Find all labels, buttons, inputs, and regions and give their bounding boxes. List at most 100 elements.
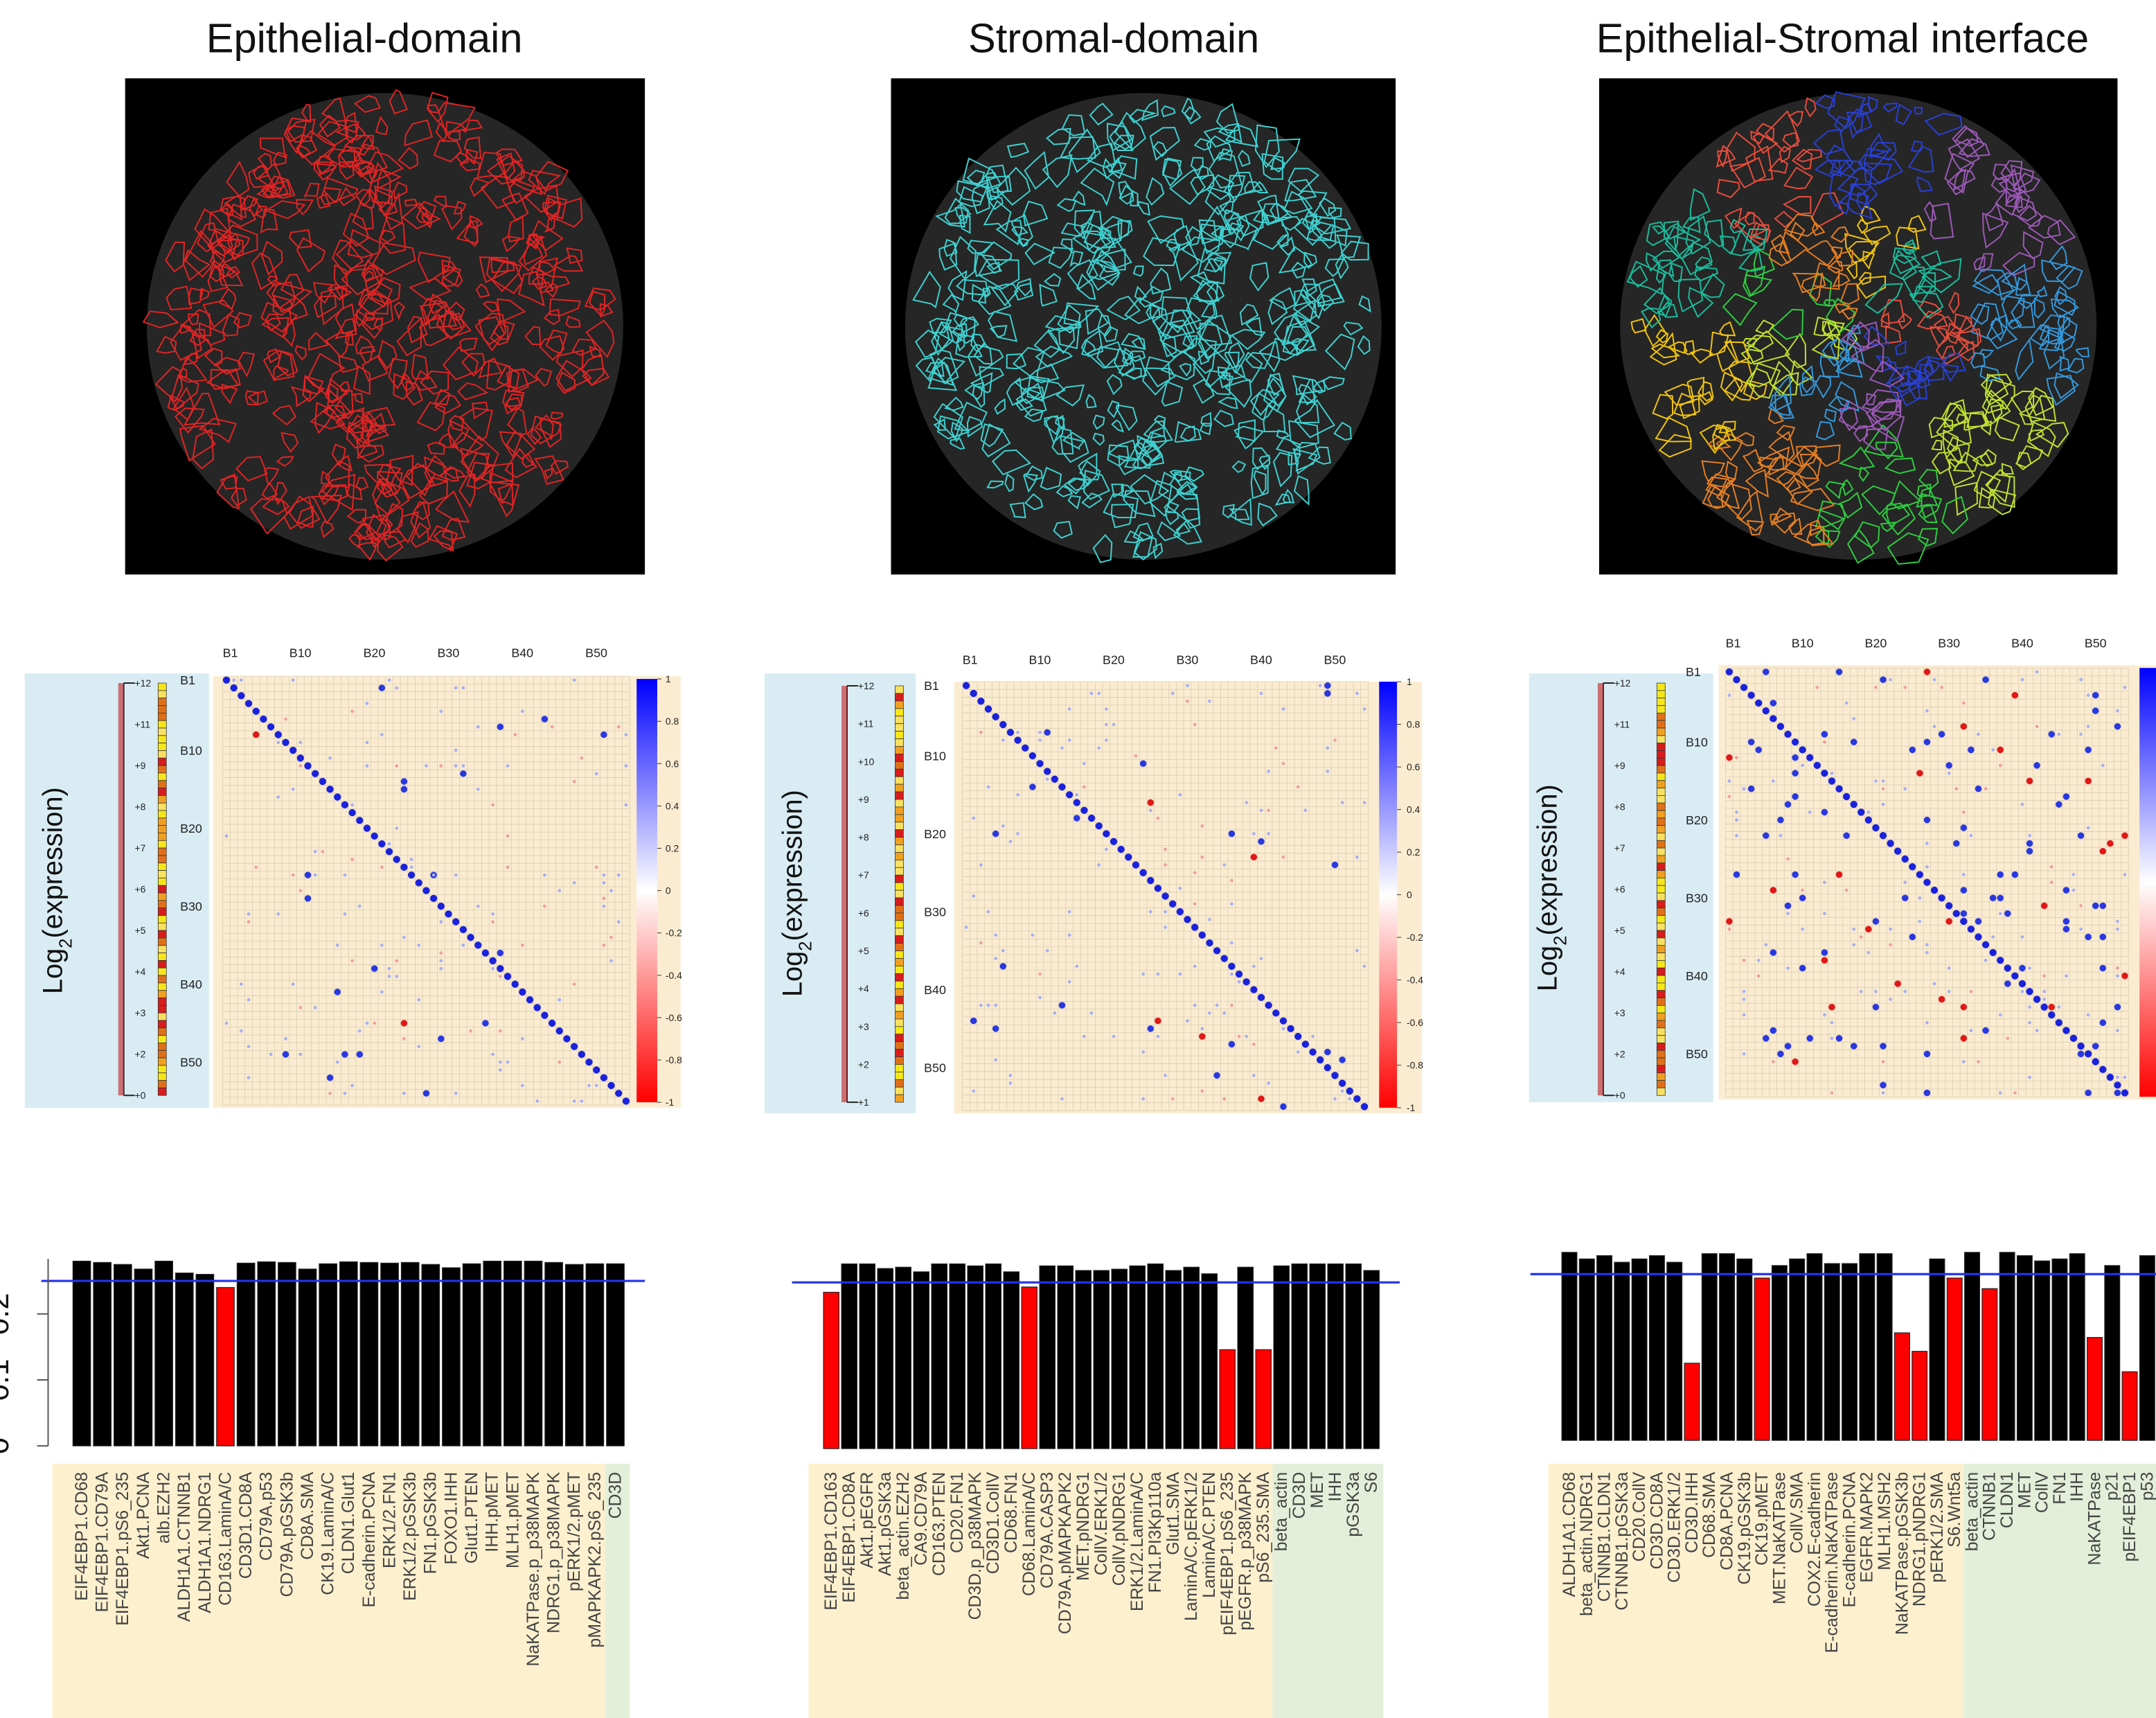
bar-label: CD3D.ERK1/2 [1666, 1472, 1684, 1583]
correlation-cell [344, 912, 347, 916]
correlation-cell [617, 874, 621, 877]
diagonal-cell [1982, 941, 1989, 948]
correlation-cell [460, 770, 467, 777]
correlation-cell [558, 889, 561, 892]
correlation-cell [491, 1053, 495, 1056]
correlation-cell [1326, 746, 1329, 750]
correlation-cell [1222, 1097, 1226, 1101]
y-tick-label: 0 [0, 1437, 15, 1454]
expression-cell [158, 811, 166, 818]
row-label: B50 [924, 1061, 946, 1074]
correlation-cell [1815, 686, 1819, 689]
row-label: B40 [180, 977, 202, 991]
expression-cell [895, 1019, 903, 1027]
bar-label: Akt1.PCNA [134, 1471, 153, 1559]
scale-gradient [118, 683, 124, 1095]
correlation-cell [1727, 795, 1731, 799]
diagonal-cell [1975, 933, 1981, 940]
diagonal-cell [1309, 1049, 1316, 1056]
correlation-cell [1029, 783, 1036, 790]
correlation-cell [292, 874, 295, 877]
bar [1364, 1270, 1379, 1449]
expression-cell [158, 683, 166, 691]
bar [1824, 1264, 1839, 1440]
diagonal-cell [1036, 760, 1043, 767]
correlation-cell [1880, 1043, 1887, 1050]
expression-cell [895, 936, 903, 944]
correlation-cell [395, 826, 398, 830]
expression-cell [1657, 818, 1665, 826]
diagonal-cell [985, 705, 992, 712]
correlation-cell [410, 865, 413, 869]
bar [175, 1273, 193, 1446]
scale-label: +11 [858, 718, 874, 729]
correlation-cell [1260, 957, 1263, 960]
expression-cell [895, 724, 903, 732]
correlation-cell [1245, 1035, 1248, 1038]
diagonal-cell [970, 690, 977, 697]
correlation-cell [1326, 770, 1329, 773]
correlation-cell [1215, 1004, 1219, 1007]
correlation-cell [2026, 778, 2033, 785]
correlation-cell [1961, 887, 1968, 894]
diagonal-cell [334, 793, 341, 800]
correlation-cell [439, 959, 443, 963]
bar [932, 1264, 947, 1449]
correlation-cell [625, 764, 628, 768]
correlation-cell [1925, 951, 1929, 955]
correlation-cell [1874, 779, 1878, 783]
correlation-cell [1282, 1027, 1285, 1031]
correlation-cell [1009, 1074, 1013, 1077]
correlation-cell [979, 863, 983, 867]
bar-label: CD68.FN1 [1002, 1472, 1021, 1553]
scale-label: +3 [135, 1007, 146, 1018]
correlation-cell [1882, 779, 1885, 783]
col-label: B20 [1865, 636, 1887, 650]
expression-cell [895, 981, 903, 989]
expression-cell [1657, 743, 1665, 751]
correlation-cell [1991, 935, 1995, 939]
diagonal-cell [223, 677, 230, 684]
diagonal-cell [1287, 1025, 1294, 1032]
correlation-cell [454, 764, 458, 768]
correlation-cell [395, 959, 398, 963]
col-label: B50 [585, 646, 607, 659]
correlation-cell [1155, 1018, 1161, 1025]
correlation-cell [491, 912, 495, 916]
correlation-cell [1821, 731, 1828, 738]
diagonal-cell [1169, 901, 1176, 907]
label-base: Log [37, 948, 68, 994]
expression-cell [158, 840, 166, 848]
bar-label: FOXO1.IHH [442, 1472, 461, 1565]
correlation-cell [1068, 707, 1071, 711]
bar-label: pEGFR.p_p38MAPK [1236, 1471, 1255, 1630]
correlation-cell [1282, 707, 1285, 711]
bar-label: S6.Wnt5a [1945, 1472, 1964, 1548]
correlation-cell [2100, 903, 2107, 910]
expression-cell [1657, 683, 1665, 691]
correlation-cell [2072, 873, 2076, 876]
bar [134, 1269, 152, 1446]
expression-cell [895, 746, 903, 754]
diagonal-cell [512, 981, 519, 988]
correlation-cell [1924, 668, 1931, 675]
expression-cell [158, 1028, 166, 1036]
correlation-cell [551, 725, 554, 729]
expression-cell [895, 761, 903, 769]
scale-label: +6 [1614, 884, 1625, 895]
diagonal-cell [1835, 786, 1842, 792]
bar [258, 1261, 275, 1446]
colorbar-label: 0.4 [666, 800, 679, 811]
correlation-cell [469, 1029, 472, 1033]
correlation-cell [1830, 1091, 1834, 1095]
scale-label: +9 [858, 794, 869, 805]
correlation-cell [240, 1029, 243, 1033]
correlation-cell [1164, 848, 1167, 851]
correlation-cell [1157, 817, 1160, 820]
expression-cell [895, 815, 903, 822]
diagonal-cell [348, 809, 355, 816]
correlation-cell [2123, 686, 2127, 689]
correlation-cell [2028, 966, 2031, 970]
correlation-cell [1882, 803, 1885, 806]
bar [859, 1264, 875, 1449]
